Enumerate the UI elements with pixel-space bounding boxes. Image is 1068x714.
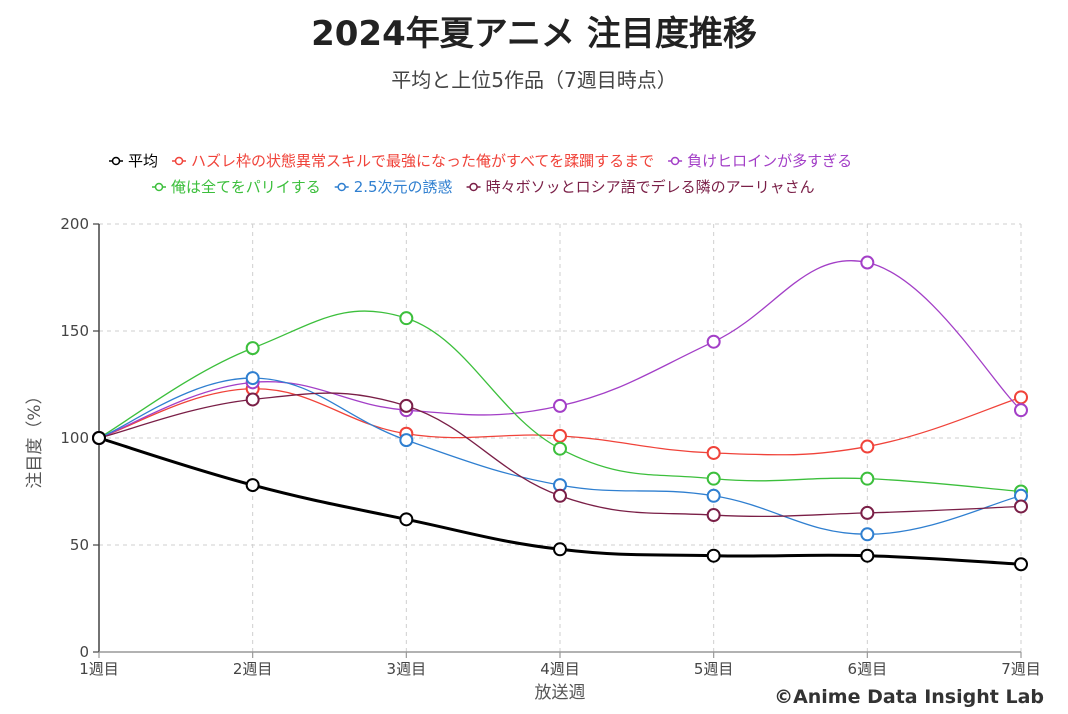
data-point [1014,557,1028,572]
x-tick-label: 5週目 [694,660,734,678]
data-point [399,512,414,527]
data-point [399,433,414,448]
data-point [245,478,260,493]
chart-title: 2024年夏アニメ 注目度推移 [311,14,757,54]
data-point [706,548,721,563]
data-point [245,371,260,386]
data-point [860,439,875,454]
x-tick-label: 3週目 [387,660,427,678]
data-point [553,428,567,443]
data-point [553,441,567,456]
data-point [92,431,106,445]
y-tick-label: 50 [70,536,89,554]
data-point [399,311,414,326]
data-point [860,527,875,542]
x-tick-label: 1週目 [79,660,119,678]
legend-label: ハズレ枠の状態異常スキルで最強になった俺がすべてを蹂躙するまで [191,152,654,170]
x-tick-label: 2週目 [233,660,273,678]
legend-label: 平均 [128,152,158,170]
y-tick-label: 150 [60,322,89,340]
data-point [706,508,721,523]
data-point [553,488,567,503]
legend-swatch-dot [154,182,164,192]
data-point [553,542,567,557]
data-point [860,471,875,486]
x-tick-label: 4週目 [540,660,580,678]
data-point [706,445,721,460]
legend-swatch-dot [469,182,478,192]
legend-label: 時々ボソッとロシア語でデレる隣のアーリャさん [486,178,815,196]
x-tick-label: 6週目 [848,660,888,678]
legend-swatch-dot [174,156,184,166]
legend-swatch-dot [111,156,121,166]
y-tick-label: 200 [60,215,89,233]
legend-swatch-dot [670,156,680,166]
legend-label: 負けヒロインが多すぎる [687,152,852,170]
data-point [706,488,721,503]
credit-label: ©Anime Data Insight Lab [774,686,1044,708]
x-axis-title: 放送週 [535,683,586,703]
data-point [706,334,721,349]
data-point [860,505,875,520]
legend-label: 俺は全てをパリイする [171,178,321,196]
y-tick-label: 100 [60,429,89,447]
data-point [1014,499,1028,514]
data-point [860,548,875,563]
x-tick-label: 7週目 [1001,660,1041,678]
data-point [1014,390,1028,405]
data-point [706,471,721,486]
data-point [1014,403,1028,418]
y-tick-label: 0 [79,643,89,661]
y-axis-title: 注目度（%） [25,387,45,488]
data-point [399,398,414,413]
data-point [553,398,567,413]
data-point [245,392,260,407]
chart-subtitle: 平均と上位5作品（7週目時点） [391,68,677,92]
legend-swatch-dot [337,182,346,192]
data-point [245,341,260,356]
data-point [860,255,875,270]
legend-label: 2.5次元の誘惑 [354,178,453,196]
